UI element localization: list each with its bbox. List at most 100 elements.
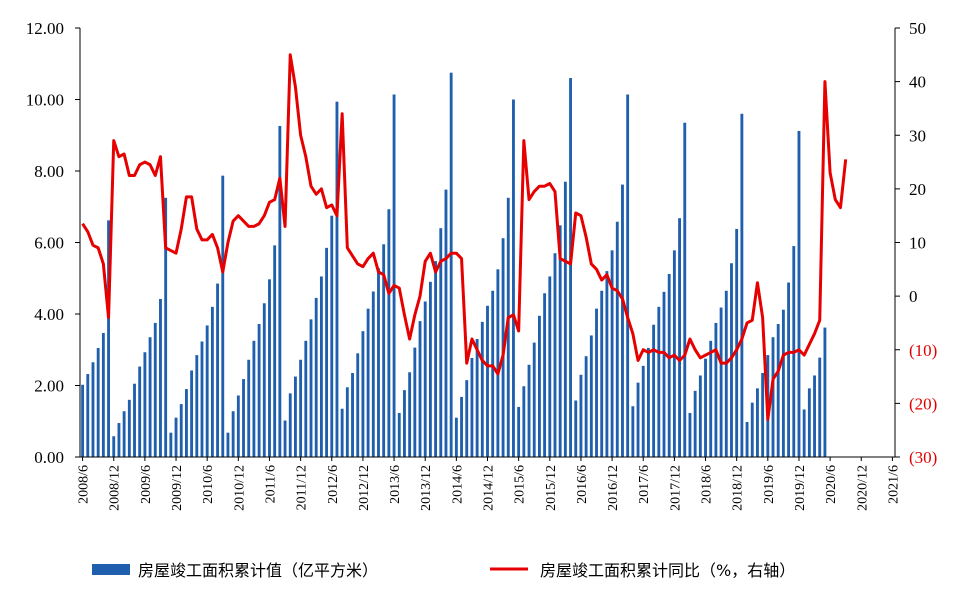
x-tick-label: 2017/6 xyxy=(637,465,652,504)
bar xyxy=(242,379,245,457)
bar xyxy=(678,218,681,457)
bar xyxy=(314,297,318,457)
bar xyxy=(200,341,204,457)
bar xyxy=(548,276,552,457)
left-tick-label: 8.00 xyxy=(34,162,64,181)
bar xyxy=(366,308,370,457)
x-axis-ticks: 2008/6 2008/12 2009/6 2009/12 2010/6 2010/12 2… xyxy=(77,457,901,511)
bar xyxy=(117,423,121,457)
x-tick-label: 2016/6 xyxy=(575,465,590,504)
bar xyxy=(595,308,598,457)
bar xyxy=(626,94,630,458)
left-axis-ticks: 0.00 2.00 4.00 6.00 8.00 10.00 12.00 xyxy=(26,19,80,467)
bar xyxy=(714,322,718,457)
left-tick-label: 4.00 xyxy=(34,305,64,324)
left-tick-label: 0.00 xyxy=(34,448,64,467)
bar xyxy=(704,358,707,457)
bar xyxy=(652,324,656,457)
x-tick-label: 2019/12 xyxy=(793,465,808,511)
x-tick-label: 2014/12 xyxy=(482,465,497,511)
bar xyxy=(750,402,754,457)
bar xyxy=(610,250,614,457)
bar xyxy=(579,374,583,457)
bar xyxy=(475,339,479,457)
x-tick-label: 2008/12 xyxy=(108,465,123,511)
line-series xyxy=(81,53,848,421)
bar xyxy=(174,417,178,457)
bar xyxy=(813,375,816,457)
bar xyxy=(91,362,95,457)
bar xyxy=(802,409,806,457)
right-tick-label: (30) xyxy=(909,448,937,467)
bar xyxy=(563,181,567,457)
bar xyxy=(351,372,354,457)
x-tick-label: 2017/12 xyxy=(668,465,683,511)
bar xyxy=(268,279,271,457)
x-tick-label: 2015/6 xyxy=(513,465,528,504)
bar xyxy=(527,364,531,457)
bar xyxy=(480,321,484,457)
bar xyxy=(574,400,578,457)
right-tick-label: 50 xyxy=(909,19,926,38)
bar xyxy=(486,305,489,457)
bar xyxy=(434,261,438,457)
x-tick-label: 2018/6 xyxy=(700,465,715,504)
bar xyxy=(371,291,375,457)
bar xyxy=(537,315,541,457)
bar xyxy=(143,352,147,457)
bar xyxy=(179,404,183,457)
bar xyxy=(107,220,110,457)
bar xyxy=(631,406,635,457)
bar xyxy=(761,372,765,457)
bar xyxy=(636,382,640,457)
bar xyxy=(709,340,713,457)
bar xyxy=(96,347,100,457)
x-tick-label: 2012/6 xyxy=(326,465,341,504)
right-tick-label: 30 xyxy=(909,126,926,145)
x-tick-label: 2016/12 xyxy=(606,465,621,511)
bar xyxy=(288,393,292,457)
x-tick-label: 2011/12 xyxy=(295,465,310,510)
bar xyxy=(387,209,391,457)
x-tick-label: 2010/6 xyxy=(201,465,216,504)
bar xyxy=(330,215,334,457)
bar xyxy=(621,184,624,457)
bar xyxy=(252,340,256,457)
bar xyxy=(698,375,702,457)
bar xyxy=(164,197,168,457)
bar xyxy=(683,122,687,458)
x-tick-label: 2015/12 xyxy=(544,465,559,511)
right-tick-label: (20) xyxy=(909,394,937,413)
legend-line-label: 房屋竣工面积累计同比（%，右轴） xyxy=(540,561,795,580)
bar xyxy=(693,390,697,457)
bar xyxy=(771,337,775,457)
bar xyxy=(283,420,287,457)
bar xyxy=(81,384,85,457)
right-tick-label: 10 xyxy=(909,234,926,253)
bar xyxy=(807,388,811,457)
left-tick-label: 10.00 xyxy=(26,91,64,110)
bar xyxy=(532,342,536,457)
bar xyxy=(138,366,142,457)
bar xyxy=(335,101,339,458)
right-axis-ticks: (30) (20) (10) 0 10 20 30 40 50 xyxy=(895,19,937,467)
bar xyxy=(641,365,645,457)
x-tick-label: 2011/6 xyxy=(263,465,278,503)
bar xyxy=(159,298,162,457)
bar xyxy=(392,94,396,458)
bar xyxy=(247,359,251,457)
bar xyxy=(190,370,194,457)
bar xyxy=(319,276,323,457)
bar xyxy=(496,269,500,457)
bar xyxy=(454,417,458,457)
x-tick-label: 2020/6 xyxy=(824,465,839,504)
bar xyxy=(662,291,666,457)
bar xyxy=(133,383,136,457)
bar xyxy=(735,228,739,457)
bar xyxy=(600,290,604,457)
bar xyxy=(112,436,116,457)
bar xyxy=(273,245,277,457)
bar xyxy=(299,359,303,457)
bar xyxy=(719,307,723,457)
